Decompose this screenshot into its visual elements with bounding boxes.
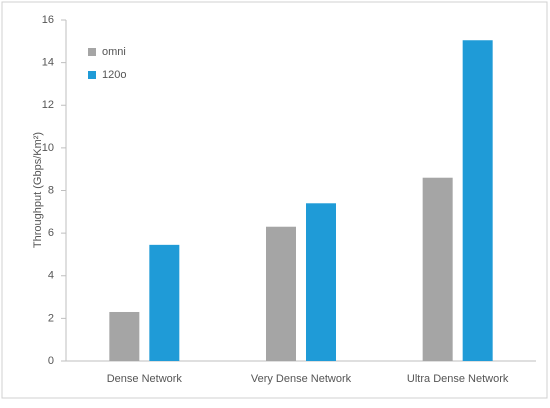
bar: [306, 203, 336, 361]
y-tick-label: 12: [42, 99, 54, 111]
y-tick-label: 0: [48, 355, 54, 367]
y-tick-label: 14: [42, 57, 54, 69]
y-tick-label: 8: [48, 184, 54, 196]
y-tick-label: 6: [48, 227, 54, 239]
bar: [462, 40, 493, 361]
y-tick-label: 10: [42, 142, 54, 154]
bar: [266, 226, 296, 361]
y-tick-label: 16: [42, 14, 54, 26]
x-tick-label: Very Dense Network: [251, 373, 352, 385]
bar: [422, 177, 453, 361]
legend-label: 120o: [102, 69, 126, 81]
y-tick-label: 4: [48, 270, 54, 282]
legend-swatch: [88, 48, 96, 56]
legend-label: omni: [102, 46, 126, 58]
x-tick-label: Ultra Dense Network: [407, 373, 509, 385]
y-tick-label: 2: [48, 312, 54, 324]
legend-swatch: [88, 71, 96, 79]
bar: [109, 311, 140, 361]
bar: [149, 244, 180, 361]
y-axis-label: Throughput (Gbps/Km²): [32, 132, 44, 248]
x-tick-label: Dense Network: [107, 373, 183, 385]
